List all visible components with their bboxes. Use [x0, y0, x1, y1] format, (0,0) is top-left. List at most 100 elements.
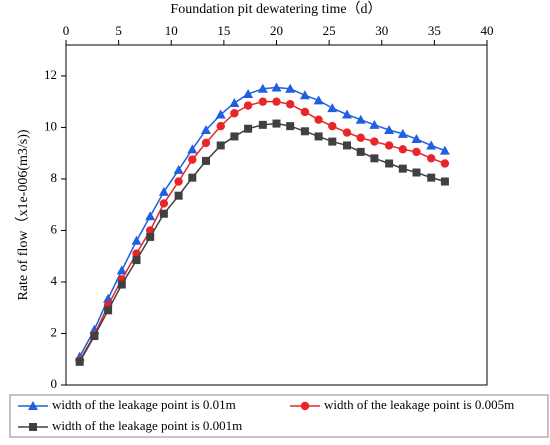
- legend: [9, 394, 549, 438]
- marker: [159, 209, 168, 218]
- marker: [174, 177, 183, 186]
- legend-label: width of the leakage point is 0.005m: [324, 397, 514, 412]
- marker: [356, 133, 365, 142]
- marker: [286, 122, 295, 131]
- x-tick-label: 40: [481, 23, 494, 38]
- marker: [257, 83, 268, 93]
- marker: [328, 121, 337, 131]
- marker: [258, 97, 268, 106]
- marker: [328, 137, 337, 146]
- marker: [412, 147, 421, 157]
- marker: [146, 232, 155, 241]
- marker: [230, 109, 239, 118]
- marker: [173, 164, 184, 174]
- marker: [131, 235, 142, 245]
- plot-frame: [65, 44, 488, 386]
- x-tick-label: 20: [270, 23, 283, 38]
- legend-label: width of the leakage point is 0.001m: [52, 418, 242, 433]
- marker: [384, 141, 394, 150]
- x-tick-label: 5: [115, 23, 122, 38]
- marker: [272, 97, 281, 106]
- marker: [243, 101, 253, 110]
- legend-label: width of the leakage point is 0.01m: [52, 397, 236, 412]
- marker: [440, 159, 450, 168]
- x-tick-label: 35: [428, 23, 441, 38]
- marker: [28, 401, 38, 410]
- marker: [342, 128, 352, 137]
- x-axis-label: Foundation pit dewatering time（d）: [170, 1, 381, 17]
- marker: [342, 109, 353, 119]
- marker: [201, 138, 211, 148]
- marker: [439, 145, 450, 155]
- y-tick-label: 12: [44, 67, 57, 82]
- marker: [158, 186, 169, 196]
- marker: [299, 90, 310, 100]
- y-tick-label: 4: [51, 273, 58, 288]
- marker: [343, 141, 352, 150]
- marker: [145, 211, 156, 221]
- marker: [132, 256, 141, 265]
- x-tick-label: 25: [323, 23, 336, 38]
- marker: [272, 119, 281, 128]
- marker: [75, 357, 84, 366]
- marker: [314, 132, 323, 141]
- marker: [216, 141, 225, 150]
- marker: [426, 140, 437, 150]
- y-axis-label: Rate of flow（x1e-006(m3/s)): [15, 129, 31, 300]
- marker: [356, 147, 365, 156]
- x-tick-label: 10: [165, 23, 178, 38]
- y-tick-label: 2: [51, 324, 58, 339]
- marker: [188, 173, 197, 182]
- marker: [384, 125, 395, 134]
- marker: [104, 306, 113, 315]
- marker: [201, 156, 210, 165]
- marker: [271, 82, 282, 92]
- marker: [385, 159, 394, 168]
- marker: [412, 168, 421, 177]
- marker: [90, 332, 99, 341]
- marker: [215, 109, 226, 119]
- marker: [398, 145, 407, 154]
- marker: [440, 177, 449, 186]
- x-tick-label: 30: [375, 23, 388, 38]
- marker: [355, 114, 366, 124]
- marker: [300, 127, 309, 136]
- y-tick-label: 10: [44, 118, 57, 133]
- marker: [397, 128, 408, 138]
- series-line: [79, 100, 446, 361]
- marker: [188, 155, 197, 164]
- marker: [370, 137, 379, 146]
- marker: [116, 265, 127, 275]
- x-tick-label: 0: [63, 23, 70, 38]
- marker: [244, 124, 253, 133]
- marker: [300, 401, 310, 411]
- marker: [427, 154, 436, 163]
- marker: [229, 97, 240, 107]
- x-tick-label: 15: [217, 23, 230, 38]
- marker: [300, 107, 310, 117]
- marker: [369, 119, 380, 129]
- marker: [117, 280, 126, 289]
- marker: [159, 199, 169, 208]
- marker: [427, 173, 436, 182]
- marker: [216, 121, 225, 131]
- marker: [411, 134, 422, 144]
- marker: [327, 103, 338, 113]
- y-tick-label: 8: [51, 170, 58, 185]
- marker: [285, 100, 295, 109]
- marker: [200, 125, 211, 134]
- marker: [243, 88, 254, 98]
- marker: [230, 132, 239, 141]
- marker: [174, 191, 183, 200]
- y-tick-label: 0: [51, 376, 58, 391]
- marker: [29, 423, 37, 431]
- marker: [285, 83, 296, 93]
- marker: [370, 154, 379, 163]
- marker: [398, 164, 407, 173]
- marker: [187, 144, 198, 154]
- y-tick-label: 6: [51, 221, 58, 236]
- marker: [313, 95, 324, 105]
- marker: [258, 120, 267, 129]
- marker: [314, 115, 323, 124]
